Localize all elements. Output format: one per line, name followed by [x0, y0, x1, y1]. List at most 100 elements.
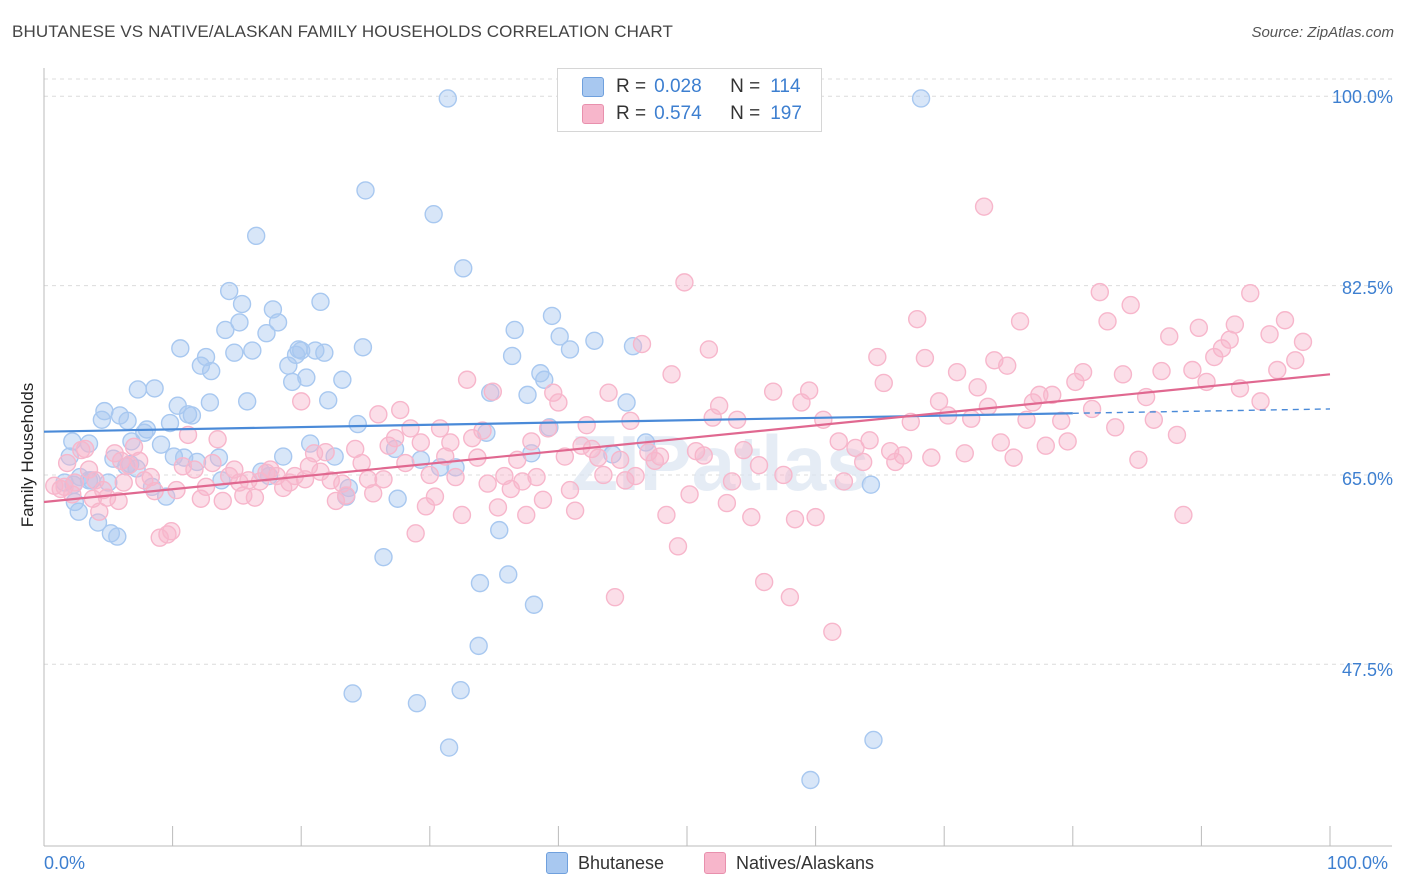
data-point-natives — [922, 448, 941, 467]
data-point-natives — [411, 433, 430, 452]
data-point-natives — [1073, 362, 1093, 382]
data-point-natives — [1225, 315, 1245, 334]
data-point-natives — [650, 447, 670, 466]
data-point-bhutanese — [911, 89, 931, 108]
data-point-bhutanese — [171, 339, 190, 358]
n-value: 114 — [770, 76, 801, 97]
data-point-bhutanese — [374, 547, 393, 567]
data-point-natives — [1106, 418, 1125, 437]
data-point-bhutanese — [237, 392, 257, 411]
data-point-bhutanese — [454, 259, 473, 278]
r-value: 0.028 — [654, 76, 702, 97]
data-point-bhutanese — [469, 636, 488, 656]
data-point-bhutanese — [319, 391, 338, 410]
data-point-bhutanese — [282, 372, 302, 392]
data-point-bhutanese — [451, 681, 470, 700]
data-point-natives — [425, 487, 445, 506]
data-point-bhutanese — [470, 573, 490, 593]
data-point-bhutanese — [292, 341, 311, 360]
data-point-bhutanese — [297, 368, 316, 387]
r-value: 0.574 — [654, 103, 702, 124]
data-point-bhutanese — [505, 320, 524, 340]
data-points — [45, 89, 1313, 790]
data-point-natives — [1275, 311, 1295, 330]
data-point-natives — [396, 453, 415, 473]
data-point-bhutanese — [325, 447, 344, 466]
data-point-natives — [1113, 365, 1133, 384]
y-tick-label-82-5: 82.5% — [1341, 278, 1393, 298]
legend-item-bhutanese[interactable]: Bhutanese — [546, 852, 664, 874]
data-point-natives — [749, 456, 769, 475]
data-point-bhutanese — [128, 380, 148, 399]
data-point-bhutanese — [216, 320, 235, 340]
data-point-natives — [129, 451, 149, 471]
stats-legend-row-natives: R = 0.574 N = 197 — [582, 102, 802, 126]
legend-item-natives[interactable]: Natives/Alaskans — [704, 852, 874, 874]
data-point-natives — [1268, 360, 1287, 380]
data-point-natives — [90, 502, 109, 521]
data-point-natives — [605, 587, 625, 607]
data-point-natives — [694, 446, 713, 465]
data-point-bhutanese — [108, 527, 127, 546]
n-label: N = — [730, 76, 761, 97]
data-point-bhutanese — [95, 401, 114, 421]
trend-lines — [43, 373, 1331, 504]
r-label: R = — [616, 103, 647, 124]
data-point-natives — [846, 438, 865, 458]
data-point-bhutanese — [490, 520, 509, 540]
data-point-natives — [1036, 436, 1055, 455]
watermark: ZIPatlas — [570, 419, 869, 507]
data-point-natives — [457, 370, 477, 389]
data-point-bhutanese — [311, 292, 330, 312]
bhutanese-swatch — [546, 852, 568, 874]
data-point-natives — [333, 474, 352, 493]
data-point-natives — [662, 365, 681, 384]
data-point-natives — [599, 383, 618, 402]
legend-label: Bhutanese — [578, 852, 665, 873]
data-point-bhutanese — [439, 738, 459, 757]
data-point-natives — [245, 488, 265, 507]
data-point-natives — [657, 505, 676, 525]
natives-swatch — [704, 852, 726, 874]
data-point-natives — [391, 400, 410, 420]
data-point-natives — [668, 537, 688, 556]
data-point-bhutanese — [535, 370, 554, 389]
data-point-bhutanese — [343, 684, 362, 703]
data-point-natives — [947, 362, 967, 382]
data-point-bhutanese — [407, 694, 427, 713]
data-point-bhutanese — [151, 435, 171, 454]
data-point-natives — [1174, 505, 1193, 525]
data-point-natives — [483, 382, 503, 401]
data-point-natives — [998, 356, 1017, 375]
data-point-natives — [675, 273, 694, 292]
data-point-natives — [1144, 410, 1164, 429]
data-point-bhutanese — [560, 340, 580, 359]
data-point-natives — [1129, 450, 1148, 469]
data-point-natives — [565, 501, 585, 520]
data-point-natives — [860, 431, 879, 450]
trend-extension-bhutanese — [1072, 408, 1331, 414]
data-point-natives — [991, 433, 1010, 452]
data-point-natives — [446, 467, 465, 487]
data-point-natives — [178, 425, 198, 445]
data-point-natives — [610, 450, 630, 469]
data-point-natives — [1251, 392, 1270, 411]
data-point-natives — [680, 485, 699, 504]
data-point-bhutanese — [191, 356, 211, 375]
data-point-bhutanese — [861, 475, 881, 494]
data-point-natives — [385, 428, 405, 448]
data-point-natives — [1052, 411, 1071, 431]
y-tick-label-65: 65.0% — [1341, 469, 1393, 489]
data-point-natives — [699, 340, 719, 359]
data-point-natives — [55, 477, 74, 497]
data-point-natives — [1183, 360, 1202, 380]
data-point-natives — [709, 396, 729, 415]
data-point-bhutanese — [69, 502, 88, 521]
data-point-bhutanese — [196, 347, 216, 367]
data-point-bhutanese — [550, 327, 569, 346]
stats-legend: R = 0.028 N = 114 R = 0.574 N = 197 — [557, 68, 822, 132]
data-point-bhutanese — [246, 226, 266, 246]
data-point-natives — [203, 453, 222, 473]
data-point-natives — [420, 465, 439, 485]
data-point-bhutanese — [200, 393, 220, 412]
